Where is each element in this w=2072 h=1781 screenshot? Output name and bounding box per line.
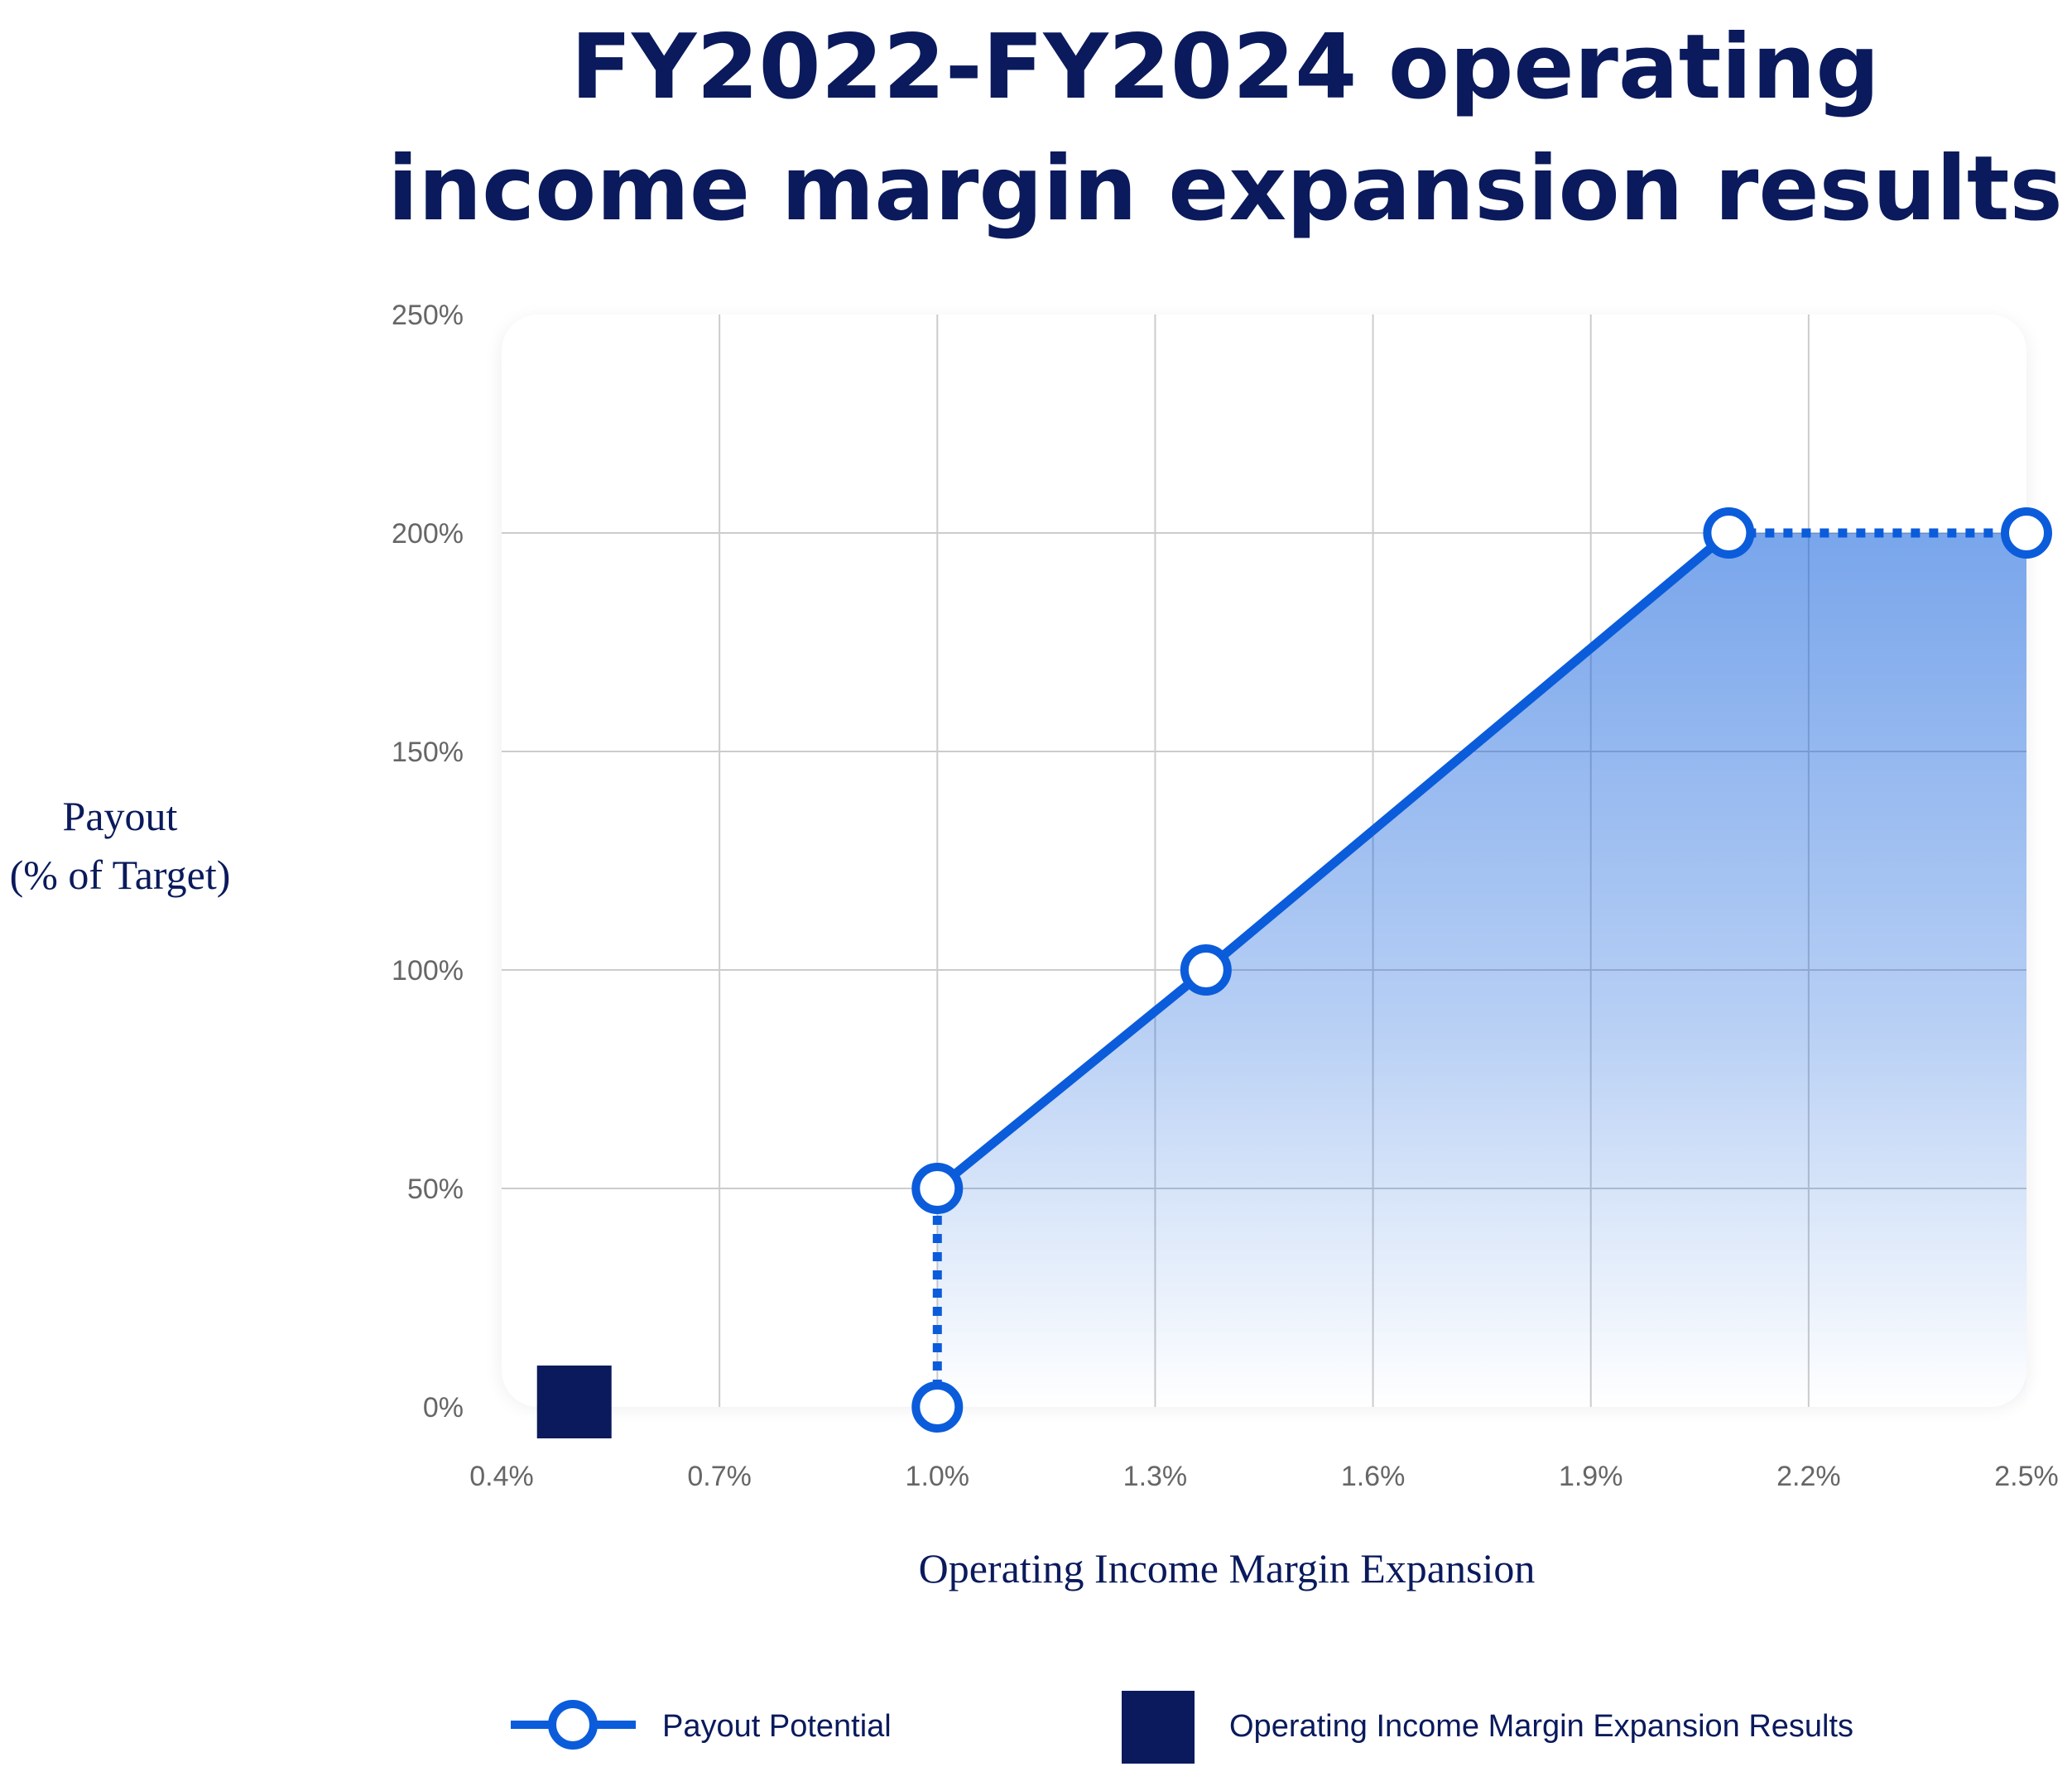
x-tick-label: 1.3% — [1123, 1461, 1188, 1492]
legend: Payout Potential Operating Income Margin… — [511, 1691, 1853, 1764]
y-tick-label: 0% — [423, 1392, 464, 1423]
x-tick-label: 0.4% — [469, 1461, 534, 1492]
legend-result-square-icon — [1122, 1691, 1195, 1764]
payout-point — [1703, 507, 1755, 559]
x-tick-labels: 0.4% 0.7% 1.0% 1.3% 1.6% 1.9% 2.2% 2.5% — [469, 1461, 2059, 1492]
result-point — [536, 1366, 612, 1438]
payout-point — [911, 1381, 964, 1433]
y-tick-label: 50% — [407, 1174, 464, 1205]
y-axis-label-line-1: Payout — [63, 793, 178, 839]
markers — [536, 507, 2052, 1438]
chart-title-line-1: FY2022-FY2024 operating — [570, 16, 1879, 119]
y-tick-label: 100% — [392, 955, 464, 987]
y-axis-label-line-2: (% of Target) — [10, 852, 231, 898]
payout-point — [911, 1163, 964, 1214]
legend-result-label: Operating Income Margin Expansion Result… — [1229, 1709, 1853, 1744]
payout-segment-solid — [934, 966, 1209, 1193]
payout-point — [2001, 507, 2052, 559]
legend-payout-circle-icon — [548, 1700, 598, 1750]
chart-title-line-2: income margin expansion results — [387, 137, 2063, 241]
x-tick-label: 1.6% — [1341, 1461, 1406, 1492]
payout-point — [1180, 944, 1232, 996]
y-tick-label: 250% — [392, 300, 464, 331]
x-tick-label: 0.7% — [687, 1461, 752, 1492]
payout-segment-solid — [1203, 529, 1732, 974]
payout-area — [937, 533, 2026, 1407]
payout-area-fill — [937, 533, 2026, 1407]
y-tick-label: 200% — [392, 518, 464, 550]
x-tick-label: 1.9% — [1559, 1461, 1623, 1492]
legend-payout-label: Payout Potential — [662, 1709, 892, 1744]
x-tick-label: 2.5% — [1994, 1461, 2059, 1492]
payout-line — [932, 528, 2026, 1407]
y-tick-label: 150% — [392, 737, 464, 768]
x-axis-label: Operating Income Margin Expansion — [919, 1545, 1536, 1591]
x-tick-label: 1.0% — [906, 1461, 970, 1492]
y-tick-labels: 0% 50% 100% 150% 200% 250% — [392, 300, 464, 1423]
x-tick-label: 2.2% — [1776, 1461, 1841, 1492]
